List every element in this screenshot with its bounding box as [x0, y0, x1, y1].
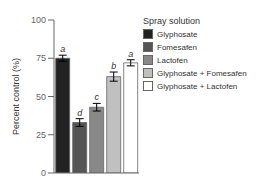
svg-text:25: 25: [36, 130, 46, 140]
html-text:Spray solution: Spray solution: [143, 16, 200, 26]
svg-text:d: d: [77, 108, 83, 118]
svg-text:Percent control (%): Percent control (%): [11, 58, 21, 135]
svg-text:a: a: [60, 44, 65, 54]
svg-text:a: a: [128, 49, 133, 59]
svg-text:100: 100: [31, 15, 46, 25]
svg-text:0: 0: [41, 168, 46, 178]
html-text:Glyphosate: Glyphosate: [157, 29, 198, 39]
html-text:Glyphosate + Fomesafen: Glyphosate + Fomesafen: [157, 68, 247, 78]
svg-text:50: 50: [36, 92, 46, 102]
html-text:Lactofen: Lactofen: [157, 55, 188, 65]
svg-text:c: c: [94, 92, 99, 102]
html-text:Fomesafen: Fomesafen: [157, 42, 197, 52]
svg-text:b: b: [111, 61, 116, 71]
html-text:Glyphosate + Lactofen: Glyphosate + Lactofen: [157, 81, 238, 91]
svg-text:75: 75: [36, 53, 46, 63]
